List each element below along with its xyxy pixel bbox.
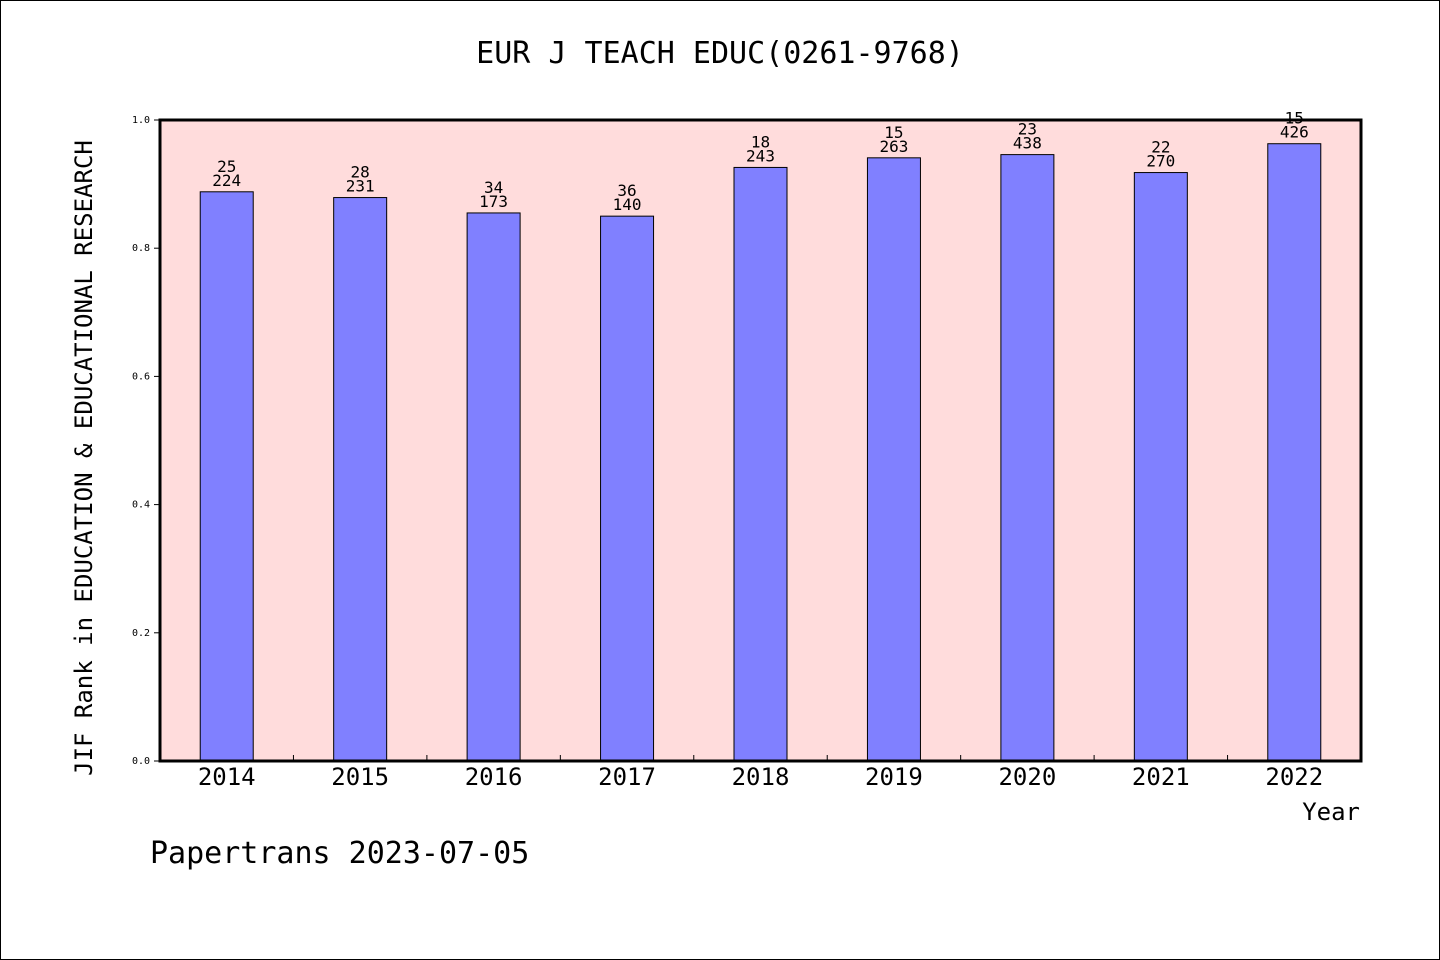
x-tick-label-2016: 2016	[465, 763, 523, 791]
y-tick-label: 0.0	[132, 756, 150, 767]
rank-label-2017: 36	[617, 181, 636, 200]
bar-2017	[600, 215, 655, 762]
bar-2019	[866, 157, 921, 762]
rank-label-2015: 28	[351, 163, 370, 182]
bar-2014	[199, 191, 254, 762]
bar-2020	[1000, 154, 1055, 762]
x-tick-label-2021: 2021	[1132, 763, 1190, 791]
total-label-2017: 140	[613, 195, 642, 214]
y-tick-label: 0.4	[132, 500, 150, 511]
plot-border	[158, 118, 1363, 763]
bar-2015	[333, 197, 388, 762]
rank-label-2021: 22	[1151, 138, 1170, 157]
total-label-2022: 426	[1280, 123, 1309, 142]
y-tick-label: 0.2	[132, 628, 150, 639]
total-label-2018: 243	[746, 146, 775, 165]
rank-label-2020: 23	[1018, 120, 1037, 139]
x-axis-label: Year	[1302, 798, 1360, 826]
total-label-2021: 270	[1146, 152, 1175, 171]
y-tick-label: 0.8	[132, 243, 150, 254]
bar-2016	[466, 212, 521, 762]
x-tick-label-2015: 2015	[331, 763, 389, 791]
bar-2021	[1133, 172, 1188, 762]
total-label-2020: 438	[1013, 134, 1042, 153]
total-label-2019: 263	[879, 137, 908, 156]
rank-label-2022: 15	[1285, 109, 1304, 128]
x-tick-label-2022: 2022	[1265, 763, 1323, 791]
rank-label-2018: 18	[751, 132, 770, 151]
y-axis: 0.0 0.2 0.4 0.6 0.8 1.0	[132, 115, 160, 767]
rank-label-2019: 15	[884, 123, 903, 142]
x-tick-label-2020: 2020	[998, 763, 1056, 791]
y-tick-label: 0.6	[132, 371, 150, 382]
bar-2022	[1267, 143, 1322, 762]
x-tick-label-2017: 2017	[598, 763, 656, 791]
rank-label-2014: 25	[217, 157, 236, 176]
y-tick-label: 1.0	[132, 115, 150, 126]
rank-label-2016: 34	[484, 178, 503, 197]
x-axis: 2014 2015 2016 2017 2018 2019 2020 2021 2022	[198, 755, 1323, 791]
total-label-2016: 173	[479, 192, 508, 211]
x-tick-label-2014: 2014	[198, 763, 256, 791]
total-label-2014: 224	[212, 171, 241, 190]
bar-2018	[733, 166, 788, 762]
total-label-2015: 231	[346, 177, 375, 196]
x-tick-label-2018: 2018	[732, 763, 790, 791]
footer-text: Papertrans 2023-07-05	[150, 836, 530, 871]
x-tick-label-2019: 2019	[865, 763, 923, 791]
chart-title: EUR J TEACH EDUC(0261-9768)	[476, 36, 964, 71]
